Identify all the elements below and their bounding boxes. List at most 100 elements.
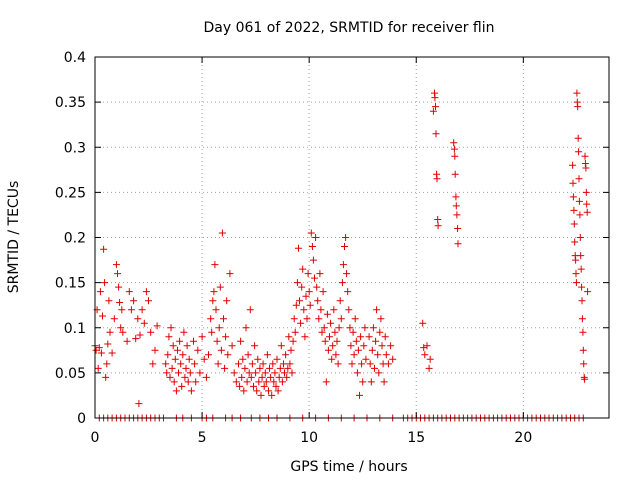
data-point [178, 382, 186, 390]
data-point [572, 270, 580, 278]
data-point [176, 337, 184, 345]
data-point [327, 319, 335, 327]
data-point [301, 333, 309, 341]
data-point [338, 279, 346, 287]
data-point [454, 225, 462, 232]
data-point [372, 337, 380, 345]
data-point [190, 337, 197, 345]
data-point [296, 297, 303, 305]
data-point [358, 360, 366, 368]
data-point [288, 369, 296, 377]
data-point [212, 306, 220, 314]
data-point [286, 360, 294, 368]
data-point [123, 337, 131, 345]
data-point [577, 265, 585, 273]
data-point [280, 360, 287, 368]
axis-ticks: 0 0.05 0.1 0.15 0.2 0.25 0.3 0.35 0.4 0 5 10 15 20 [55, 50, 609, 446]
data-point [343, 270, 351, 278]
data-point [237, 337, 245, 345]
data-point [578, 315, 586, 323]
data-point [267, 373, 275, 381]
data-point [171, 355, 179, 363]
data-point [134, 315, 142, 323]
data-point [183, 342, 191, 350]
data-point [579, 346, 587, 354]
data-point [574, 103, 582, 111]
data-point [101, 279, 109, 287]
data-point [289, 337, 297, 345]
data-point [573, 89, 581, 97]
data-point [273, 355, 281, 363]
data-point [582, 164, 590, 172]
data-point [584, 288, 592, 296]
data-point [167, 324, 175, 332]
data-point [581, 152, 589, 160]
data-point [177, 360, 185, 368]
data-point [302, 292, 310, 300]
data-point [293, 279, 301, 287]
data-point [344, 288, 352, 296]
data-point [170, 378, 178, 386]
data-point [361, 324, 369, 332]
data-point [321, 337, 329, 345]
data-point [180, 328, 188, 336]
data-point [100, 245, 108, 253]
data-point [578, 297, 586, 305]
data-point [287, 346, 295, 354]
data-point [570, 220, 578, 228]
data-point [245, 369, 253, 377]
data-point [323, 310, 331, 318]
data-point [223, 297, 231, 305]
data-point [356, 391, 363, 399]
data-point [331, 328, 339, 336]
data-point [104, 340, 112, 348]
data-point [451, 170, 459, 178]
data-point [432, 130, 440, 138]
data-point [241, 364, 249, 372]
data-point [314, 297, 322, 305]
data-point [246, 306, 254, 314]
data-point [174, 346, 181, 354]
data-point [252, 369, 260, 377]
data-point [281, 369, 288, 377]
data-point [583, 200, 591, 208]
data-point [360, 342, 368, 350]
data-point [433, 175, 441, 183]
data-point [272, 382, 280, 390]
data-point [106, 328, 114, 336]
data-point [169, 342, 177, 350]
data-point [378, 342, 386, 350]
data-point [303, 315, 311, 323]
chart-title: Day 061 of 2022, SRMTID for receiver fli… [204, 20, 495, 36]
data-point [255, 378, 263, 386]
data-point [215, 324, 223, 332]
data-point [297, 319, 305, 327]
data-point [572, 256, 580, 264]
data-point [132, 335, 140, 343]
data-point [112, 261, 120, 269]
data-point [578, 283, 586, 291]
data-point [221, 364, 229, 372]
data-point [583, 208, 591, 216]
data-point [348, 360, 356, 368]
x-axis-label: GPS time / hours [290, 459, 407, 475]
data-point [238, 373, 246, 381]
data-point [182, 364, 190, 372]
data-point [382, 351, 390, 359]
data-point [353, 369, 361, 377]
data-point [145, 297, 152, 305]
data-point [575, 175, 583, 183]
data-point [357, 333, 365, 341]
data-point [337, 315, 345, 323]
data-point [268, 391, 276, 399]
data-point [198, 333, 206, 341]
data-point [222, 333, 230, 341]
data-point [165, 333, 173, 341]
data-point [328, 355, 336, 363]
data-point [117, 324, 125, 332]
data-point [96, 288, 104, 296]
data-point [135, 400, 143, 408]
data-point [228, 342, 236, 350]
y-axis-label: SRMTID / TECUs [6, 181, 22, 294]
